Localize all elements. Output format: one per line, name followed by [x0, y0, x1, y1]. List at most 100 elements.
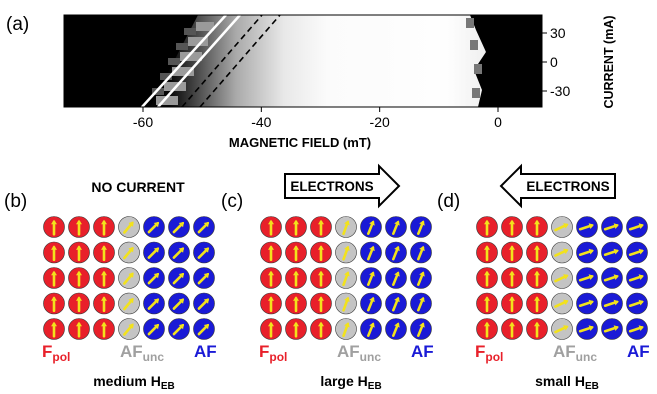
f-spin: [260, 267, 282, 289]
afunc-label: AFunc: [120, 342, 164, 364]
af-spin: [576, 318, 598, 340]
af-spin: [410, 267, 432, 289]
afunc-spin: [551, 292, 573, 315]
af-spin: [410, 292, 432, 315]
f-spin: [310, 318, 332, 340]
f-spin: [68, 267, 90, 289]
x-tick-label: -40: [251, 114, 271, 130]
af-spin: [410, 318, 432, 340]
f-spin: [285, 318, 307, 340]
af-spin: [360, 241, 382, 264]
fit-line-white-2: [157, 14, 241, 108]
f-spin: [526, 292, 548, 315]
afunc-spin: [551, 216, 573, 238]
heatmap: [64, 15, 542, 107]
f-spin: [501, 216, 523, 238]
af-spin: [193, 267, 215, 289]
afunc-spin: [335, 318, 357, 340]
afunc-spin: [551, 267, 573, 289]
af-label: AF: [194, 342, 217, 361]
f-spin: [43, 318, 65, 340]
f-spin: [285, 241, 307, 264]
af-spin: [143, 267, 165, 289]
af-spin: [601, 318, 623, 340]
f-spin: [43, 267, 65, 289]
no-current-label: NO CURRENT: [91, 179, 185, 195]
af-spin: [193, 241, 215, 264]
panel-b: (b) NO CURRENT Fpol AFunc AF medium HEB: [4, 179, 217, 392]
af-spin: [601, 267, 623, 289]
af-spin: [410, 216, 432, 238]
f-spin: [501, 267, 523, 289]
f-spin: [526, 318, 548, 340]
af-spin: [626, 216, 648, 238]
f-spin: [285, 216, 307, 238]
afunc-label: AFunc: [553, 342, 597, 364]
af-spin: [576, 267, 598, 289]
heatmap-right-edge-steps: [466, 18, 482, 98]
f-spin: [285, 292, 307, 315]
f-spin: [310, 241, 332, 264]
panel-c-label: (c): [221, 191, 243, 212]
f-spin: [526, 267, 548, 289]
panel-d: (d) ELECTRONS Fpol AFunc AF small HEB: [437, 163, 650, 392]
f-spin: [43, 241, 65, 264]
fpol-label: Fpol: [259, 342, 287, 364]
f-spin: [501, 292, 523, 315]
af-spin: [385, 241, 407, 264]
afunc-spin: [335, 241, 357, 264]
af-spin: [601, 216, 623, 238]
electron-flow-arrow-right: [284, 163, 401, 209]
af-spin: [601, 241, 623, 264]
f-spin: [501, 318, 523, 340]
af-spin: [143, 241, 165, 264]
af-spin: [626, 267, 648, 289]
afunc-label: AFunc: [337, 342, 381, 364]
f-spin: [310, 292, 332, 315]
panel-d-label: (d): [437, 191, 460, 212]
y-axis-label: CURRENT (mA): [602, 15, 616, 108]
x-tick-label: 0: [494, 114, 502, 130]
electron-flow-arrow-left: [499, 163, 616, 209]
y-tick-label: 30: [550, 25, 566, 41]
af-spin: [168, 267, 190, 289]
af-spin: [385, 318, 407, 340]
af-spin: [193, 292, 215, 315]
electrons-label: ELECTRONS: [526, 179, 609, 194]
y-tick-label: 0: [550, 54, 558, 70]
heatmap-transition-dark-steps: [152, 28, 196, 95]
f-spin: [260, 292, 282, 315]
afunc-spin: [335, 267, 357, 289]
f-spin: [43, 292, 65, 315]
f-spin: [68, 216, 90, 238]
heb-caption: small HEB: [535, 373, 599, 392]
x-axis-label: MAGNETIC FIELD (mT): [229, 135, 371, 150]
af-spin: [626, 318, 648, 340]
y-tick-label: -30: [550, 83, 570, 99]
f-spin: [68, 241, 90, 264]
fit-line-dashed-2: [199, 14, 281, 108]
panel-a-label: (a): [6, 14, 29, 35]
afunc-spin: [118, 267, 140, 289]
afunc-spin: [118, 241, 140, 264]
spin-panels: (b) NO CURRENT Fpol AFunc AF medium HEB (c) ELE…: [4, 163, 650, 392]
afunc-spin: [551, 318, 573, 340]
af-spin: [626, 241, 648, 264]
af-spin: [193, 216, 215, 238]
af-spin: [385, 292, 407, 315]
af-spin: [601, 292, 623, 315]
afunc-spin: [118, 292, 140, 315]
afunc-spin: [118, 216, 140, 238]
f-spin: [310, 216, 332, 238]
af-spin: [576, 216, 598, 238]
heb-caption: medium HEB: [93, 373, 175, 392]
f-spin: [260, 216, 282, 238]
af-spin: [360, 216, 382, 238]
afunc-spin: [335, 292, 357, 315]
f-spin: [93, 241, 115, 264]
afunc-spin: [551, 241, 573, 264]
f-spin: [93, 267, 115, 289]
heatmap-right-dark-region: [470, 15, 542, 107]
afunc-spin: [118, 318, 140, 340]
f-spin: [260, 241, 282, 264]
